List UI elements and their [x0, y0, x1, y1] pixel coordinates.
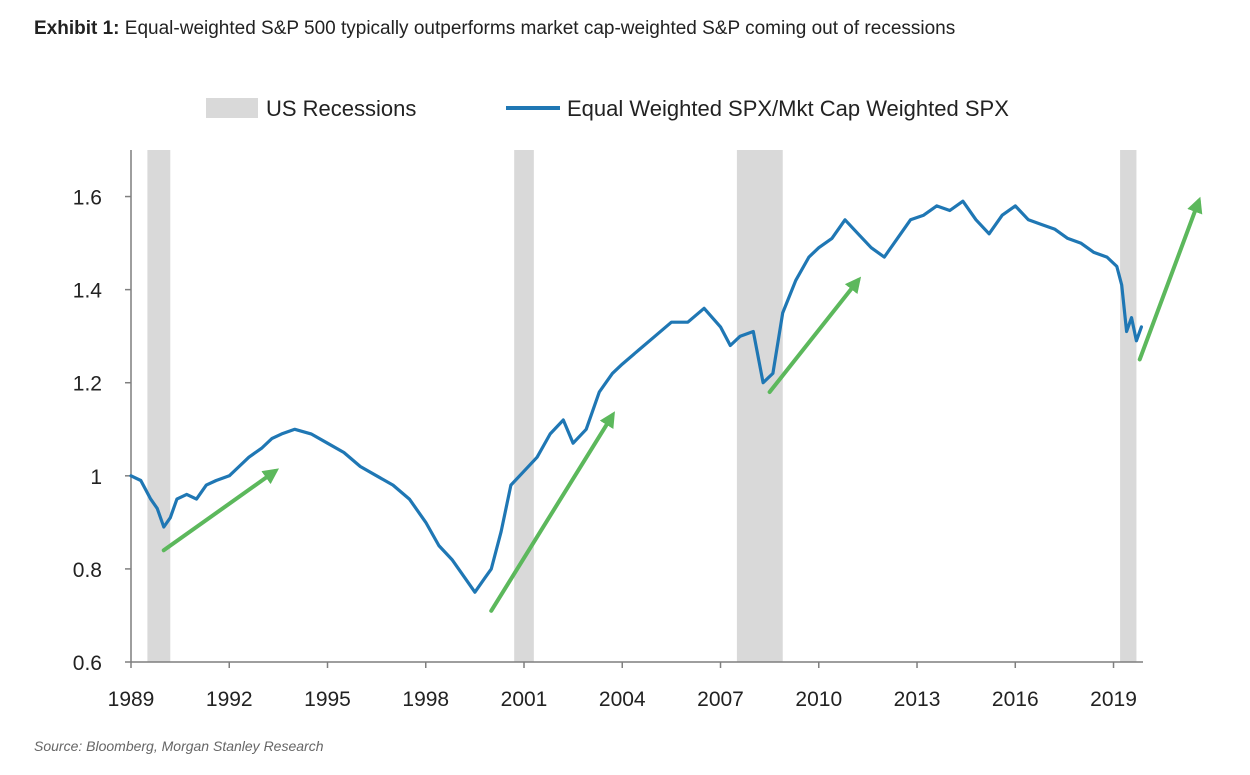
- x-tick-label-9: 2016: [992, 688, 1039, 711]
- annotation-arrow-3: [1137, 196, 1203, 362]
- legend: US Recessions Equal Weighted SPX/Mkt Cap…: [206, 96, 1009, 121]
- legend-recession-label: US Recessions: [266, 96, 416, 121]
- y-tick-label-4: 1.4: [73, 280, 103, 303]
- y-tick-label-0: 0.6: [73, 652, 102, 675]
- x-tick-label-4: 2001: [501, 688, 548, 711]
- exhibit-label: Exhibit 1:: [34, 18, 120, 39]
- recession-band-1: [514, 150, 534, 662]
- x-tick-label-5: 2004: [599, 688, 646, 711]
- x-tick-label-8: 2013: [894, 688, 941, 711]
- y-tick-label-1: 0.8: [73, 559, 102, 582]
- x-tick-label-3: 1998: [402, 688, 449, 711]
- x-tick-label-10: 2019: [1090, 688, 1137, 711]
- chart-title: Exhibit 1: Equal-weighted S&P 500 typica…: [34, 18, 955, 40]
- y-tick-label-2: 1: [90, 466, 102, 489]
- annotation-arrow-0: [161, 468, 280, 553]
- x-tick-label-0: 1989: [108, 688, 155, 711]
- y-tick-label-5: 1.6: [73, 187, 102, 210]
- series-layer: [129, 199, 1143, 594]
- legend-series-label: Equal Weighted SPX/Mkt Cap Weighted SPX: [567, 96, 1009, 121]
- recession-band-2: [736, 150, 783, 662]
- axes: 0.6 0.8 1 1.2 1.4 1.6 1989 1992 1995 1998 2001 2004…: [73, 150, 1143, 711]
- annotation-arrow-1: [489, 411, 615, 613]
- x-tick-label-2: 1995: [304, 688, 351, 711]
- legend-recession-swatch: [206, 98, 258, 118]
- recession-band-3: [1120, 150, 1137, 662]
- annotation-arrow-2: [767, 276, 862, 395]
- annotation-arrows: [161, 196, 1203, 613]
- recession-bands: [147, 150, 1137, 662]
- x-tick-label-1: 1992: [206, 688, 253, 711]
- series-line-0: [129, 199, 1143, 594]
- x-tick-label-6: 2007: [697, 688, 744, 711]
- x-tick-label-7: 2010: [795, 688, 842, 711]
- y-tick-label-3: 1.2: [73, 373, 102, 396]
- source-note: Source: Bloomberg, Morgan Stanley Resear…: [34, 738, 324, 754]
- recession-band-0: [147, 150, 171, 662]
- title-text: Equal-weighted S&P 500 typically outperf…: [119, 18, 956, 39]
